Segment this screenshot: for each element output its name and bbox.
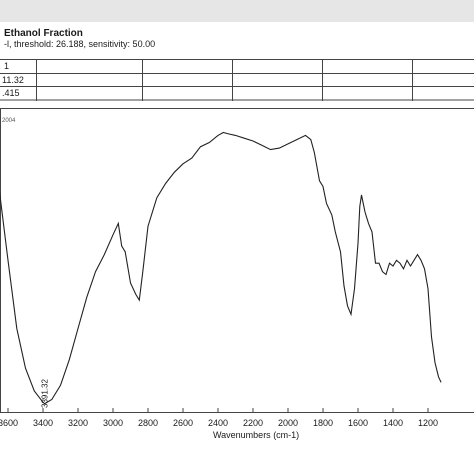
- x-axis: 3600 3400 3200 3000 2800 2600 2400 2200 2000 1800…: [0, 408, 438, 428]
- peak-label: 3391.32: [41, 379, 50, 408]
- peak-annotations: 3391.32: [41, 379, 50, 408]
- x-tick-label: 3200: [68, 418, 88, 428]
- x-tick-label: 1600: [348, 418, 368, 428]
- spectrum-title: Ethanol Fraction: [4, 28, 83, 39]
- table-cell: .415: [2, 88, 20, 98]
- x-tick-label: 3400: [33, 418, 53, 428]
- x-tick-label: 1200: [418, 418, 438, 428]
- spectrum-line: [0, 131, 442, 405]
- x-tick-label: 1400: [383, 418, 403, 428]
- x-tick-label: 2400: [208, 418, 228, 428]
- peak-table: [0, 59, 474, 101]
- table-cell: 1: [4, 61, 10, 71]
- sample-id-label: 2004: [2, 118, 16, 124]
- x-tick-label: 3000: [103, 418, 123, 428]
- peak-search-settings: -l, threshold: 26.188, sensitivity: 50.0…: [4, 39, 156, 49]
- x-tick-label: 2800: [138, 418, 158, 428]
- table-cell: 11.32: [2, 75, 24, 85]
- ir-spectrum-chart: 3600 3400 3200 3000 2800 2600 2400 2200 2000 1800…: [0, 108, 474, 428]
- top-gray-band: [0, 0, 474, 22]
- x-axis-title: Wavenumbers (cm-1): [213, 430, 300, 440]
- x-tick-label: 2600: [173, 418, 193, 428]
- x-tick-label: 1800: [313, 418, 333, 428]
- x-tick-label: 2000: [278, 418, 298, 428]
- x-tick-label: 2200: [243, 418, 263, 428]
- x-tick-label: 3600: [0, 418, 18, 428]
- plot-frame: [0, 108, 474, 413]
